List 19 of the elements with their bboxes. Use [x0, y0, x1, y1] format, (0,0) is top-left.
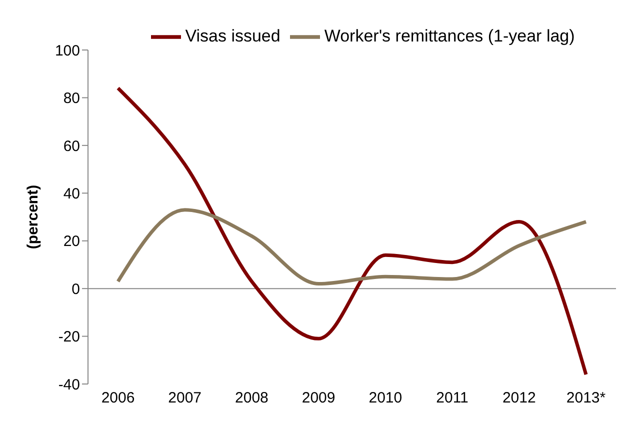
y-tick-label: 20	[63, 233, 80, 250]
legend-label: Visas issued	[185, 26, 280, 46]
legend-label: Worker's remittances (1-year lag)	[324, 26, 575, 46]
x-tick-label: 2008	[235, 390, 268, 407]
x-tick-label: 2013*	[566, 390, 606, 407]
y-tick-label: -40	[58, 376, 80, 394]
x-tick-label: 2006	[101, 390, 135, 407]
y-tick-label: -20	[58, 328, 80, 346]
x-tick-label: 2007	[168, 390, 202, 407]
y-tick-label: 80	[63, 90, 80, 108]
y-tick-label: 100	[54, 42, 80, 60]
x-tick-label: 2012	[502, 390, 536, 407]
y-tick-label: 0	[72, 280, 80, 298]
y-tick-label: 60	[63, 138, 80, 155]
x-tick-label: 2009	[302, 390, 336, 407]
y-axis-title: (percent)	[24, 184, 42, 250]
x-tick-label: 2010	[368, 390, 402, 407]
x-tick-label: 2011	[436, 390, 468, 407]
y-tick-label: 40	[63, 185, 80, 202]
